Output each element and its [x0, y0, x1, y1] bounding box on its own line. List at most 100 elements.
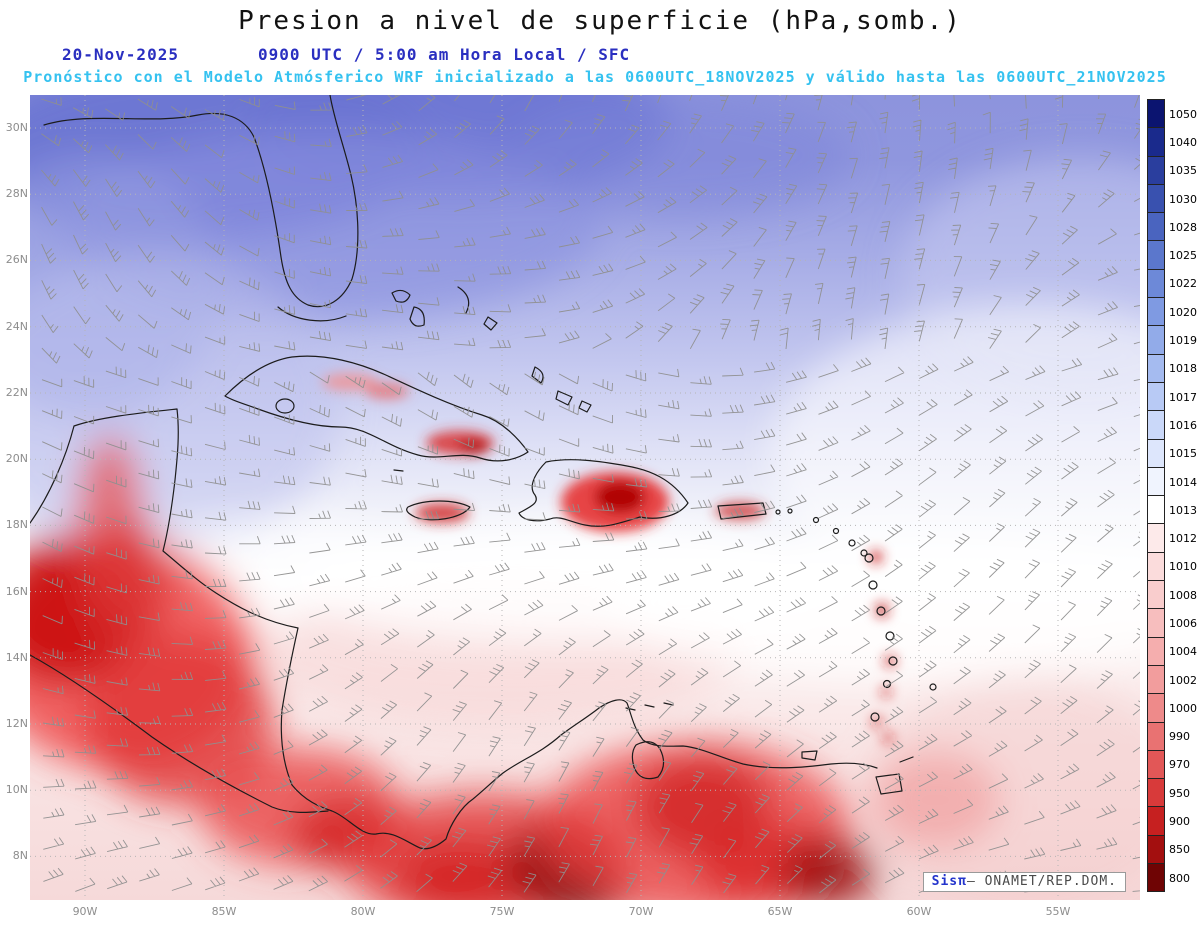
- pressure-map-svg: [30, 95, 1140, 900]
- colorbar-value: 900: [1165, 807, 1190, 836]
- lon-label: 65W: [767, 905, 793, 918]
- colorbar-swatch: [1147, 495, 1165, 525]
- colorbar-swatch: [1147, 778, 1165, 808]
- colorbar-value: 800: [1165, 864, 1190, 893]
- colorbar-value: 1016: [1165, 411, 1197, 440]
- colorbar-row: 1010: [1147, 551, 1199, 582]
- colorbar-row: 1017: [1147, 381, 1199, 412]
- colorbar-row: 800: [1147, 863, 1199, 893]
- colorbar-value: 1002: [1165, 665, 1197, 695]
- coast-puerto-rico: [717, 502, 767, 520]
- colorbar-swatch: [1147, 466, 1165, 497]
- coast-pacific: [30, 654, 329, 813]
- lat-label: 30N: [5, 121, 28, 134]
- coast-central-america: [30, 408, 878, 850]
- lon-label: 70W: [628, 905, 654, 918]
- colorbar-swatch: [1147, 806, 1165, 836]
- colorbar-row: 1002: [1147, 664, 1199, 695]
- colorbar-swatch: [1147, 410, 1165, 440]
- colorbar-row: 850: [1147, 834, 1199, 865]
- lat-label: 10N: [5, 783, 28, 797]
- colorbar-row: 1014: [1147, 466, 1199, 497]
- colorbar-row: 1006: [1147, 608, 1199, 638]
- lon-label: 90W: [72, 905, 98, 918]
- colorbar-swatch: [1147, 183, 1165, 214]
- colorbar-value: 1012: [1165, 524, 1197, 553]
- colorbar-value: 1028: [1165, 213, 1197, 242]
- colorbar-row: 1035: [1147, 155, 1199, 185]
- colorbar-swatch: [1147, 353, 1165, 383]
- colorbar-value: 1000: [1165, 694, 1197, 723]
- page-title: Presion a nivel de superficie (hPa,somb.…: [238, 6, 962, 36]
- colorbar-swatch: [1147, 438, 1165, 468]
- coast-hispaniola: [518, 459, 689, 527]
- colorbar-value: 1040: [1165, 128, 1197, 157]
- colorbar-value: 1019: [1165, 326, 1197, 355]
- colorbar-swatch: [1147, 268, 1165, 299]
- lon-label: 85W: [211, 905, 237, 918]
- colorbar-row: 970: [1147, 749, 1199, 780]
- colorbar-swatch: [1147, 523, 1165, 553]
- coast-florida-keys: [277, 306, 347, 322]
- lat-label: 22N: [5, 386, 28, 399]
- coastlines: [30, 95, 937, 850]
- colorbar-row: 1015: [1147, 438, 1199, 468]
- colorbar-swatch: [1147, 580, 1165, 610]
- colorbar-value: 1014: [1165, 467, 1197, 497]
- wind-barbs: [41, 95, 1140, 894]
- forecast-time: 0900 UTC / 5:00 am Hora Local / SFC: [258, 45, 631, 64]
- colorbar-swatch: [1147, 608, 1165, 638]
- coast-florida: [43, 95, 359, 308]
- map-area: Sisπ– ONAMET/REP.DOM.: [30, 95, 1140, 900]
- colorbar-value: 1008: [1165, 581, 1197, 610]
- latlon-grid: [30, 95, 1140, 900]
- colorbar-value: 1020: [1165, 298, 1197, 327]
- colorbar-swatch: [1147, 693, 1165, 723]
- colorbar-row: 1008: [1147, 580, 1199, 610]
- colorbar-row: 1022: [1147, 268, 1199, 299]
- lat-label: 26N: [5, 253, 28, 267]
- colorbar-value: 1015: [1165, 439, 1197, 468]
- lake-maracaibo: [631, 741, 665, 780]
- credit-badge: Sisπ– ONAMET/REP.DOM.: [922, 872, 1126, 892]
- colorbar-swatch: [1147, 636, 1165, 666]
- colorbar-value: 990: [1165, 722, 1190, 751]
- colorbar-row: 950: [1147, 778, 1199, 808]
- coast-cayman: [393, 469, 404, 472]
- lat-label: 24N: [5, 319, 28, 333]
- forecast-date: 20-Nov-2025: [62, 45, 179, 64]
- colorbar-swatch: [1147, 127, 1165, 157]
- coast-trinidad: [875, 756, 914, 795]
- lat-label: 28N: [5, 187, 28, 201]
- colorbar-swatch: [1147, 749, 1165, 780]
- colorbar-value: 1006: [1165, 609, 1197, 638]
- lon-label: 55W: [1045, 905, 1071, 918]
- colorbar-value: 970: [1165, 750, 1190, 780]
- colorbar-value: 1018: [1165, 354, 1197, 383]
- colorbar-swatch: [1147, 381, 1165, 412]
- lon-label: 80W: [350, 905, 376, 918]
- colorbar-swatch: [1147, 664, 1165, 695]
- colorbar-value: 950: [1165, 779, 1190, 808]
- colorbar-value: 1010: [1165, 552, 1197, 582]
- colorbar-row: 900: [1147, 806, 1199, 836]
- colorbar-value: 1035: [1165, 156, 1197, 185]
- credit-brand: Sisπ: [931, 874, 967, 889]
- colorbar-row: 1016: [1147, 410, 1199, 440]
- colorbar-row: 1020: [1147, 297, 1199, 327]
- colorbar-row: 1040: [1147, 127, 1199, 157]
- coast-abc-islands: [625, 702, 674, 711]
- colorbar-swatch: [1147, 551, 1165, 582]
- colorbar-swatch: [1147, 325, 1165, 355]
- colorbar-swatch: [1147, 155, 1165, 185]
- colorbar-swatch: [1147, 721, 1165, 751]
- lat-label: 16N: [5, 584, 28, 598]
- colorbar-value: 1025: [1165, 241, 1197, 270]
- lat-label: 12N: [5, 717, 28, 730]
- colorbar-value: 1030: [1165, 184, 1197, 214]
- colorbar-row: 1030: [1147, 183, 1199, 214]
- colorbar-swatch: [1147, 240, 1165, 270]
- colorbar-row: 1012: [1147, 523, 1199, 553]
- colorbar-row: 990: [1147, 721, 1199, 751]
